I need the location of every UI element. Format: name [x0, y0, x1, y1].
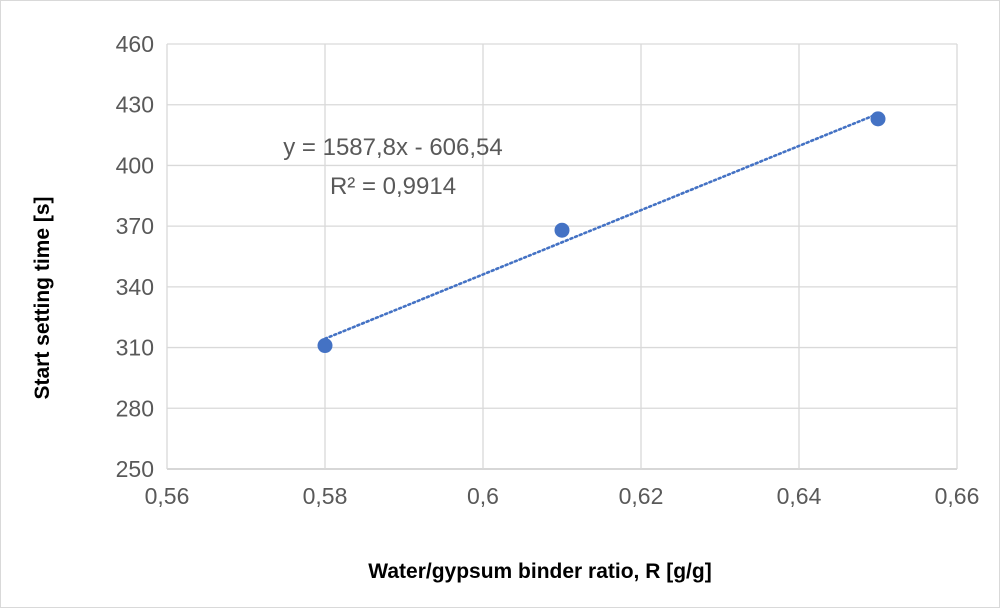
y-tick-label: 310 — [116, 335, 154, 361]
r-squared-label: R² = 0,9914 — [330, 173, 456, 200]
y-tick-label: 340 — [116, 274, 154, 300]
y-axis-title: Start setting time [s] — [31, 196, 54, 399]
data-point — [554, 222, 570, 238]
x-tick-label: 0,6 — [467, 483, 499, 509]
x-axis-title: Water/gypsum binder ratio, R [g/g] — [368, 560, 711, 583]
x-tick-label: 0,62 — [619, 483, 664, 509]
y-tick-label: 400 — [116, 152, 154, 178]
data-point — [317, 338, 333, 354]
trendline — [323, 112, 880, 340]
x-tick-label: 0,58 — [303, 483, 348, 509]
x-tick-label: 0,66 — [935, 483, 980, 509]
y-tick-label: 250 — [116, 456, 154, 482]
grid — [166, 43, 958, 470]
y-tick-label: 460 — [116, 31, 154, 57]
x-tick-label: 0,56 — [145, 483, 190, 509]
y-tick-label: 370 — [116, 213, 154, 239]
trendline-layer — [323, 112, 880, 340]
y-tick-label: 280 — [116, 395, 154, 421]
y-tick-label: 430 — [116, 92, 154, 118]
data-point — [870, 111, 886, 127]
data-points — [317, 111, 886, 354]
trendline-equation: y = 1587,8x - 606,54 — [283, 134, 503, 161]
y-tick-labels: 250 280 310 340 370 400 430 460 — [116, 31, 154, 482]
x-tick-labels: 0,56 0,58 0,6 0,62 0,64 0,66 — [145, 483, 980, 509]
x-tick-label: 0,64 — [777, 483, 822, 509]
